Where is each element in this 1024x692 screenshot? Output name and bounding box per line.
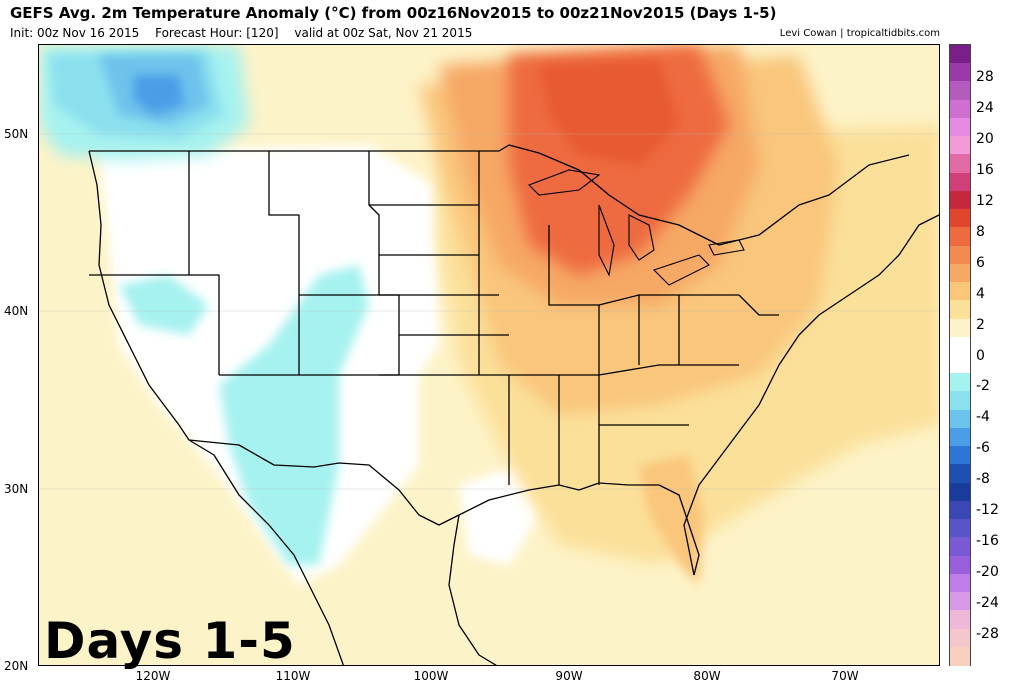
graticule [39,133,939,490]
political-boundaries [88,144,939,665]
map-subtitle: Init: 00z Nov 16 2015 Forecast Hour: [12… [10,26,484,40]
colorbar-tick-label: 0 [976,347,985,364]
colorbar-swatch [950,136,970,156]
colorbar-swatch [950,464,970,484]
colorbar-tick-label: 20 [976,130,994,147]
lon-label-110w: 110W [275,669,311,683]
temperature-anomaly-map [39,45,939,665]
lon-label-70w: 70W [831,669,859,683]
colorbar-tick-label: 6 [976,254,985,271]
colorbar-swatch [950,63,970,83]
colorbar-swatch [950,336,970,356]
colorbar-swatch [950,391,970,411]
colorbar-swatch [950,263,970,283]
colorbar-swatch [950,209,970,229]
colorbar-swatch [950,519,970,539]
colorbar-tick-label: 8 [976,223,985,240]
colorbar-swatch [950,227,970,247]
colorbar-swatch [950,646,970,666]
colorbar-swatch [950,245,970,265]
colorbar-tick-label: -28 [976,626,999,642]
colorbar-swatch [950,555,970,575]
lon-label-120w: 120W [135,669,171,683]
warm-anomaly-core [539,60,679,165]
lon-label-80w: 80W [693,669,721,683]
colorbar-tick-label: -16 [976,533,999,550]
colorbar-tick-label: -12 [976,502,999,519]
colorbar-tick-label: 24 [976,99,994,116]
cool-anomaly-southwest [219,265,369,565]
colorbar-tick-label: 16 [976,161,994,178]
valid-time: valid at 00z Sat, Nov 21 2015 [294,26,473,40]
colorbar-tick-label: -20 [976,564,999,581]
colorbar-swatch [950,628,970,648]
colorbar-swatch [950,172,970,192]
colorbar-swatch [950,537,970,557]
colorbar-swatch [950,573,970,593]
colorbar-swatch [950,117,970,137]
lat-label-40n: 40N [4,304,29,318]
colorbar-tick-label: -6 [976,440,990,457]
credit-text: Levi Cowan | tropicaltidbits.com [779,28,940,39]
days-overlay-label: Days 1-5 [44,612,296,670]
colorbar-tick-label: 12 [976,192,994,209]
great-lakes [528,169,745,286]
colorbar-swatch [950,409,970,429]
colorbar-swatch [950,592,970,612]
colorbar-swatch [950,282,970,302]
warm-anomaly-band-florida [639,455,704,585]
colorbar-tick-label: 28 [976,69,994,85]
neutral-anomaly-region-coast [459,465,539,565]
init-time: Init: 00z Nov 16 2015 [10,26,140,40]
colorbar-tick-label: -8 [976,471,990,488]
colorbar-legend [949,44,971,666]
colorbar-swatch [950,373,970,393]
colorbar-tick-label: -2 [976,378,990,395]
colorbar-swatch [950,154,970,174]
colorbar-swatch [950,500,970,520]
colorbar-swatch [950,446,970,466]
colorbar-swatch [950,190,970,210]
colorbar-tick-label: 2 [976,316,985,333]
lon-label-100w: 100W [413,669,449,683]
colorbar-tick-label: 4 [976,285,985,302]
colorbar-tick-label: -4 [976,409,990,426]
colorbar-swatch [950,300,970,320]
lat-label-20n: 20N [4,659,29,673]
map-panel [38,44,940,666]
lat-label-30n: 30N [4,482,29,496]
lon-label-90w: 90W [555,669,583,683]
cool-anomaly-great-basin [119,275,209,335]
map-title: GEFS Avg. 2m Temperature Anomaly (°C) fr… [10,4,777,22]
colorbar-swatch [950,482,970,502]
forecast-hour: Forecast Hour: [120] [155,26,279,40]
colorbar-swatch [950,318,970,338]
colorbar-swatch [950,610,970,630]
colorbar-swatch [950,81,970,101]
lat-label-50n: 50N [4,127,29,141]
colorbar-swatch [950,355,970,374]
colorbar-swatch [950,427,970,447]
cool-anomaly-core [134,75,184,115]
colorbar-tick-label: -24 [976,595,999,612]
colorbar-swatch [950,45,970,64]
colorbar-swatch [950,99,970,119]
